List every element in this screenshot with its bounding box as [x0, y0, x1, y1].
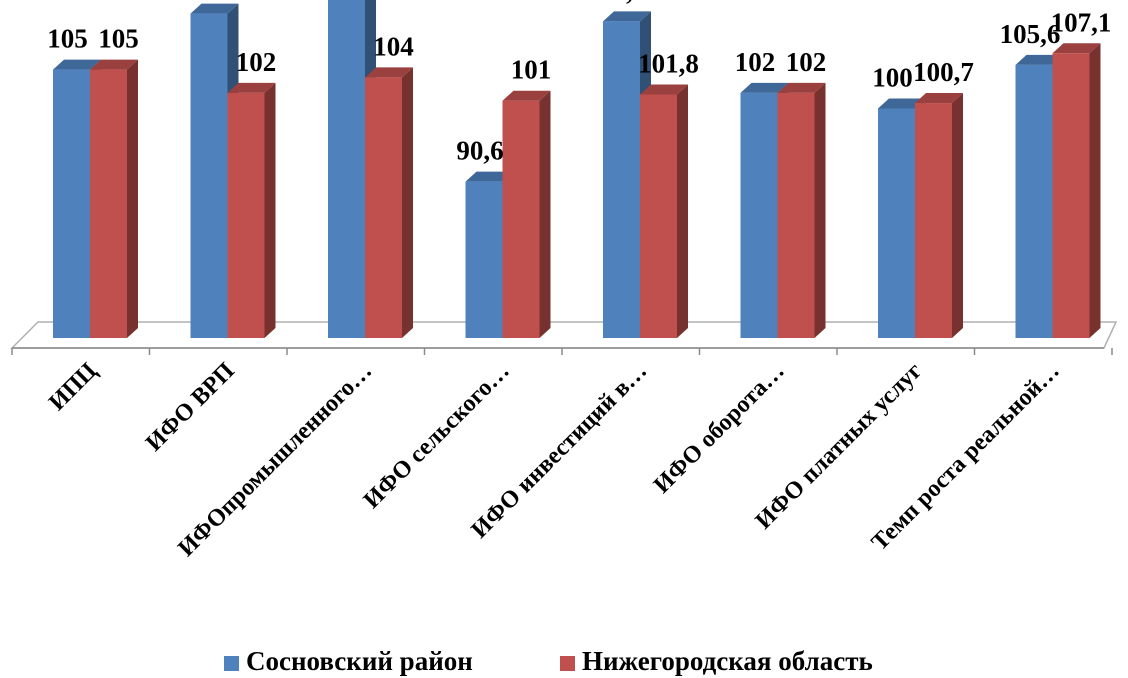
data-label: 105 — [47, 24, 88, 54]
legend-label: Сосновский район — [246, 646, 473, 676]
data-label: 101,8 — [638, 48, 699, 78]
bar-top — [53, 59, 101, 70]
bar-series2-6 — [915, 93, 963, 338]
bar-side — [814, 82, 826, 339]
bar-front — [878, 108, 915, 339]
bar-top — [777, 82, 826, 93]
bar-series2-3 — [502, 90, 551, 339]
bar-top — [740, 82, 789, 93]
category-label: ИФО сельского… — [359, 358, 515, 514]
data-label: 105 — [98, 24, 139, 54]
category-label: ИПЦ — [44, 358, 102, 416]
bar-front — [740, 92, 778, 339]
category-label: ИФО оборота… — [649, 358, 790, 499]
bar-front — [53, 69, 90, 338]
bar-side — [1089, 43, 1101, 338]
chart-floor — [10, 321, 1118, 355]
data-label: 111,2 — [589, 0, 647, 5]
bar-front — [190, 13, 228, 338]
bar-front — [365, 77, 402, 339]
bar-side — [402, 67, 413, 339]
data-label: 100 — [872, 62, 913, 92]
bar-top — [465, 171, 514, 182]
bar-top — [365, 67, 413, 78]
bar-top — [1052, 43, 1101, 54]
bar-top — [90, 59, 138, 70]
bar-front — [328, 0, 365, 339]
bar-top — [227, 82, 276, 93]
bar-front — [1052, 53, 1090, 338]
bar-top — [915, 93, 963, 104]
data-label: 105,6 — [1000, 19, 1061, 49]
data-label: 101 — [511, 55, 552, 85]
bar-side — [127, 59, 138, 339]
bar-front — [1015, 64, 1053, 338]
bar-top — [603, 11, 651, 22]
data-label: 107,1 — [1051, 7, 1112, 37]
bar-front — [465, 181, 503, 338]
bar-side — [952, 93, 963, 338]
bar-top — [502, 90, 551, 101]
bar-top — [1015, 54, 1064, 65]
legend: Сосновский район Нижегородская область — [224, 646, 873, 676]
bar-side — [677, 84, 688, 339]
data-label: 102 — [786, 47, 827, 77]
bar-series2-4 — [640, 84, 688, 339]
bar-series2-1 — [227, 82, 276, 339]
category-label: ИФО ВРП — [141, 358, 240, 457]
bar-front — [915, 103, 952, 338]
data-label: 104 — [373, 31, 414, 61]
bar-series2-0 — [90, 59, 138, 339]
bar-front — [603, 21, 640, 338]
legend-label: Нижегородская область — [582, 646, 873, 676]
legend-swatch — [224, 656, 239, 671]
bar-series2-2 — [365, 67, 413, 339]
bar-front — [777, 92, 815, 339]
bar-top — [640, 84, 688, 95]
bar-front — [90, 69, 127, 338]
bar-top — [878, 98, 926, 109]
bar-side — [264, 82, 276, 339]
bar-side — [539, 90, 551, 339]
data-label: 100,7 — [913, 57, 974, 87]
bars-layer — [53, 0, 1101, 339]
bar-series2-5 — [777, 82, 826, 339]
data-label: 102 — [236, 47, 277, 77]
bar-series2-7 — [1052, 43, 1101, 338]
data-label: 90,6 — [456, 136, 503, 166]
data-labels-layer: 105112,2116,790,6111,2102100105,61051021… — [47, 0, 1111, 166]
bar-front — [640, 94, 677, 339]
data-label: 102 — [735, 47, 776, 77]
bar-top — [190, 3, 239, 14]
legend-swatch — [560, 656, 575, 671]
bar-front — [227, 92, 265, 339]
bar-front — [502, 100, 540, 339]
